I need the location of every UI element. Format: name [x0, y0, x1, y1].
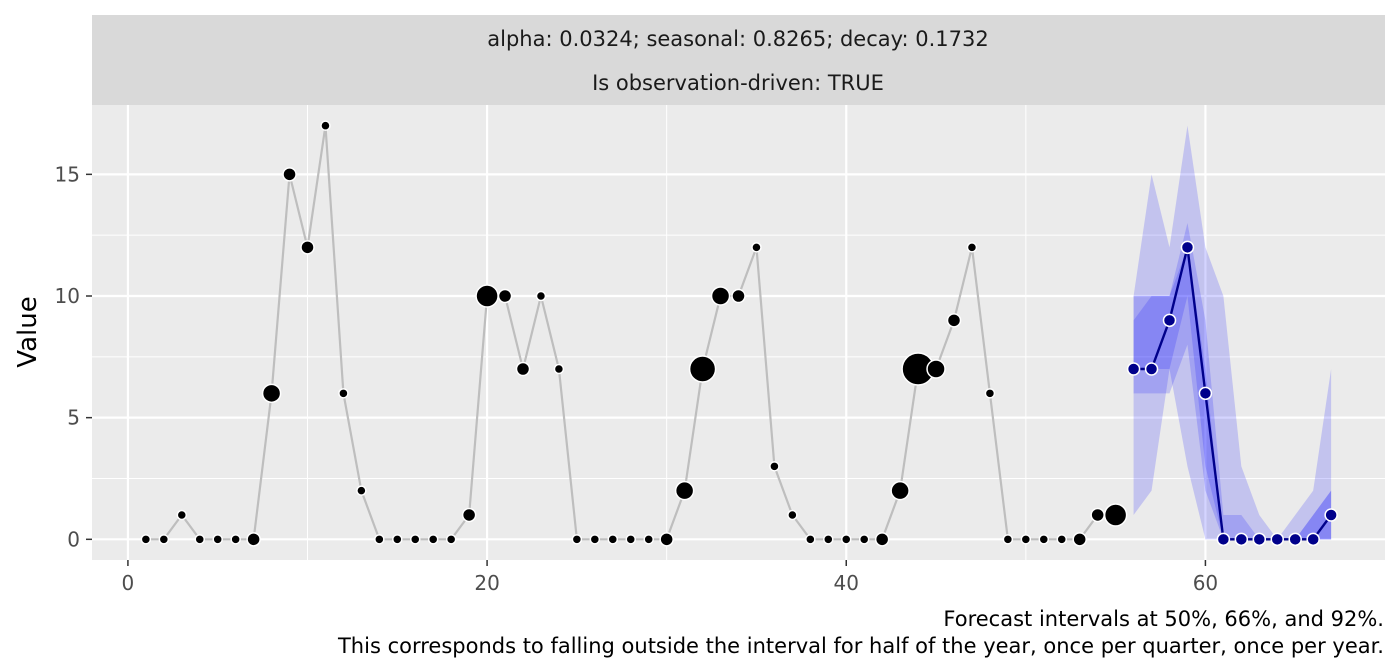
- observed-point: [787, 509, 798, 521]
- observed-point: [230, 534, 241, 545]
- observed-point: [688, 355, 717, 383]
- forecast-point: [1162, 313, 1177, 328]
- observed-point: [176, 509, 188, 521]
- observed-point: [1002, 534, 1014, 545]
- observed-point: [212, 534, 223, 545]
- observed-point: [1103, 503, 1128, 527]
- observed-point: [966, 242, 978, 253]
- observed-point: [643, 534, 654, 545]
- caption-line-1: Forecast intervals at 50%, 66%, and 92%.: [943, 607, 1384, 631]
- observed-point: [946, 313, 962, 328]
- observed-point: [410, 534, 421, 545]
- observed-point: [589, 534, 601, 545]
- forecast-point: [1306, 532, 1320, 547]
- observed-point: [751, 242, 762, 253]
- observed-point: [731, 288, 746, 304]
- forecast-point: [1126, 362, 1141, 376]
- observed-point: [805, 534, 816, 545]
- forecast-point: [1252, 532, 1267, 547]
- observed-point: [427, 534, 439, 545]
- observed-point: [535, 290, 547, 302]
- x-tick-label: 60: [1193, 571, 1218, 595]
- series-points: [140, 120, 1338, 547]
- observed-point: [710, 286, 731, 306]
- observed-point: [356, 485, 367, 496]
- observed-point: [1038, 534, 1050, 545]
- x-axis: 0 20 40 60: [122, 560, 1218, 595]
- observed-point: [769, 461, 780, 472]
- y-tick-label: 15: [55, 162, 80, 186]
- caption-line-2: This corresponds to falling outside the …: [337, 634, 1384, 658]
- observed-point: [246, 532, 261, 547]
- gridlines: [92, 105, 1385, 560]
- forecast-interval-66: [1133, 223, 1332, 540]
- y-tick-label: 5: [67, 406, 80, 430]
- observed-point: [984, 388, 996, 399]
- observed-point: [475, 284, 499, 308]
- observed-point: [338, 388, 349, 399]
- forecast-interval-92: [1133, 125, 1332, 540]
- observed-point: [926, 359, 946, 379]
- observed-point: [392, 534, 403, 545]
- observed-point: [874, 532, 890, 547]
- observed-point: [461, 507, 477, 523]
- observed-point: [659, 532, 674, 547]
- observed-point: [194, 534, 205, 545]
- observed-point: [140, 534, 152, 545]
- y-tick-label: 0: [67, 527, 80, 551]
- forecast-point: [1234, 532, 1249, 547]
- observed-point: [858, 534, 870, 545]
- strip-line-1: alpha: 0.0324; seasonal: 0.8265; decay: …: [487, 27, 989, 51]
- observed-point: [158, 534, 170, 545]
- forecast-point: [1324, 508, 1338, 522]
- observed-point: [445, 534, 457, 545]
- strip-background: [92, 15, 1385, 105]
- observed-point: [607, 534, 619, 545]
- forecast-point: [1288, 532, 1302, 547]
- observed-point: [1090, 507, 1105, 523]
- observed-point: [571, 534, 583, 545]
- forecast-point: [1270, 532, 1284, 547]
- y-tick-label: 10: [55, 284, 80, 308]
- observed-point: [674, 480, 695, 501]
- x-tick-label: 40: [834, 571, 859, 595]
- observed-point: [374, 534, 385, 545]
- forecast-point: [1180, 240, 1195, 255]
- observed-point: [1056, 534, 1067, 545]
- observed-point: [320, 120, 331, 131]
- y-axis-title: Value: [13, 296, 43, 367]
- observed-point: [515, 361, 531, 377]
- observed-point: [841, 534, 852, 545]
- strip-line-2: Is observation-driven: TRUE: [592, 71, 884, 95]
- observed-point: [823, 534, 834, 545]
- observed-point: [1020, 534, 1032, 545]
- forecast-point: [1144, 362, 1159, 376]
- observed-point: [282, 167, 297, 182]
- observed-point: [553, 363, 565, 375]
- x-tick-label: 20: [474, 571, 499, 595]
- observed-point: [890, 480, 910, 501]
- forecast-point: [1198, 386, 1213, 401]
- observed-point: [300, 240, 315, 255]
- observed-point: [1072, 532, 1087, 547]
- y-axis: 0 5 10 15: [55, 162, 92, 551]
- forecast-intervals: [1133, 125, 1332, 540]
- observed-point: [625, 534, 636, 545]
- observed-point: [497, 288, 513, 304]
- forecast-point: [1216, 532, 1231, 547]
- observed-point: [261, 383, 282, 404]
- x-tick-label: 0: [122, 571, 135, 595]
